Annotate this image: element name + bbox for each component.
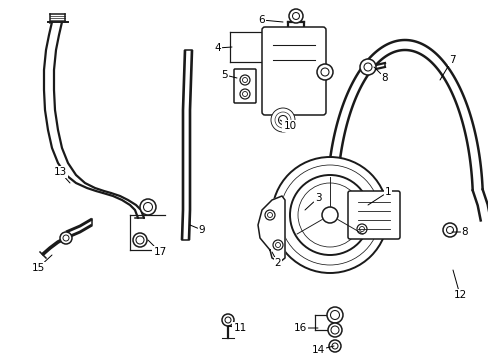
Text: 13: 13	[53, 167, 70, 183]
Circle shape	[321, 207, 337, 223]
Circle shape	[359, 59, 375, 75]
Circle shape	[327, 323, 341, 337]
Text: 6: 6	[258, 15, 283, 25]
Circle shape	[270, 108, 294, 132]
Text: 10: 10	[280, 120, 296, 131]
Text: 17: 17	[148, 240, 166, 257]
Text: 15: 15	[31, 255, 52, 273]
Circle shape	[240, 75, 249, 85]
Circle shape	[240, 89, 249, 99]
Polygon shape	[258, 196, 285, 262]
Text: 4: 4	[214, 43, 231, 53]
Text: 11: 11	[227, 323, 246, 333]
Circle shape	[288, 9, 303, 23]
FancyBboxPatch shape	[234, 69, 256, 103]
Circle shape	[133, 233, 147, 247]
Circle shape	[272, 240, 283, 250]
Circle shape	[442, 223, 456, 237]
Circle shape	[316, 64, 332, 80]
Text: 1: 1	[367, 187, 390, 205]
Circle shape	[60, 232, 72, 244]
Text: 3: 3	[305, 193, 321, 210]
Text: 2: 2	[271, 252, 281, 268]
Text: 8: 8	[451, 227, 468, 237]
Circle shape	[274, 112, 290, 128]
Text: 8: 8	[373, 67, 387, 83]
Text: 16: 16	[293, 323, 317, 333]
Circle shape	[356, 224, 366, 234]
Circle shape	[222, 314, 234, 326]
Text: 9: 9	[190, 225, 205, 235]
Text: 7: 7	[439, 55, 454, 80]
Text: 12: 12	[452, 270, 466, 300]
FancyBboxPatch shape	[262, 27, 325, 115]
Circle shape	[328, 340, 340, 352]
Circle shape	[264, 210, 274, 220]
Text: 14: 14	[311, 345, 333, 355]
Text: 5: 5	[221, 70, 237, 80]
Circle shape	[140, 199, 156, 215]
Circle shape	[326, 307, 342, 323]
Circle shape	[271, 157, 387, 273]
FancyBboxPatch shape	[347, 191, 399, 239]
